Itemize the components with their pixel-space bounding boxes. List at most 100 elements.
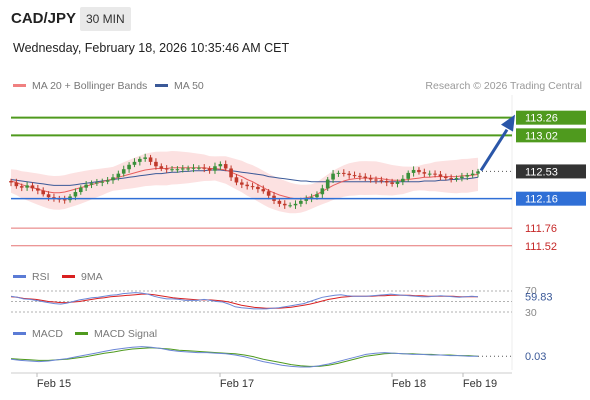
candle-body: [465, 175, 470, 177]
macd-signal-swatch: [75, 331, 88, 335]
rsi-line: [10, 292, 479, 310]
candle-body: [374, 179, 378, 181]
candle-body: [433, 173, 437, 175]
candle-body: [427, 173, 432, 175]
candle-body: [277, 200, 282, 204]
rsi-level-70: 70: [525, 285, 537, 297]
candle-body: [202, 167, 207, 169]
legend-ma20-label: MA 20 + Bollinger Bands: [32, 80, 148, 92]
candle-body: [84, 184, 88, 188]
symbol-label: CAD/JPY: [11, 10, 77, 27]
macd-current-value: 0.03: [525, 351, 546, 363]
candle-body: [443, 176, 448, 179]
candle-body: [234, 177, 239, 183]
candle-body: [384, 181, 389, 183]
candle-body: [438, 174, 443, 177]
last-price-box: [516, 164, 586, 179]
candle-body: [223, 164, 228, 169]
legend-rsi-ma-label: 9MA: [81, 271, 103, 283]
candle-body: [175, 169, 180, 171]
candle-body: [127, 164, 131, 170]
candle-body: [240, 182, 244, 185]
chart-header: CAD/JPY 30 MIN: [0, 0, 590, 36]
candle-body: [143, 157, 147, 159]
rsi-level-30: 30: [525, 307, 537, 319]
legend-macd-label: MACD: [32, 328, 63, 340]
candle-body: [89, 183, 94, 185]
legend-macd-signal: MACD Signal: [75, 328, 157, 340]
candle-body: [336, 172, 341, 174]
candle-body: [454, 178, 459, 180]
candle-body: [352, 175, 357, 177]
candle-body: [315, 194, 319, 198]
candle-body: [46, 194, 51, 198]
candle-body: [191, 167, 196, 169]
copyright: Research © 2026 Trading Central: [425, 80, 582, 92]
candle-body: [62, 199, 67, 201]
candle-body: [19, 186, 24, 188]
candle-body: [411, 169, 416, 173]
candle-body: [159, 166, 164, 169]
candle-body: [25, 185, 29, 188]
candle-body: [78, 187, 83, 193]
rsi-swatch: [13, 274, 26, 278]
level-label-box-112.16: [516, 191, 586, 206]
candle-body: [30, 185, 35, 189]
candle-body: [148, 157, 153, 162]
x-tick-label: Feb 17: [220, 378, 254, 390]
rsi-ma-swatch: [62, 274, 75, 278]
candle-body: [390, 182, 394, 184]
candle-body: [121, 169, 126, 174]
candle-body: [245, 184, 249, 187]
macd-line: [10, 346, 478, 368]
projection-arrow-shaft: [479, 128, 509, 172]
legend-ma20: MA 20 + Bollinger Bands: [13, 80, 147, 92]
candle-body: [368, 178, 373, 180]
last-price-label: 112.53: [525, 166, 558, 178]
candle-body: [293, 203, 298, 206]
candle-body: [288, 205, 292, 207]
candle-body: [14, 182, 19, 187]
timestamp: Wednesday, February 18, 2026 10:35:46 AM…: [13, 41, 290, 55]
candle-body: [395, 181, 400, 184]
candle-body: [197, 167, 201, 169]
candle-body: [111, 177, 115, 181]
candle-body: [261, 189, 266, 192]
timeframe-button[interactable]: 30 MIN: [80, 7, 131, 31]
candle-body: [347, 173, 351, 176]
candle-body: [422, 172, 427, 174]
candle-body: [105, 180, 110, 182]
level-label-112.16: 112.16: [525, 194, 558, 206]
level-label-box-113.02: [516, 128, 586, 143]
candle-body: [229, 168, 233, 178]
candle-body: [154, 161, 158, 167]
candle-body: [213, 166, 217, 171]
ma20-line: [10, 167, 479, 200]
candle-body: [401, 178, 405, 182]
candle-body: [36, 188, 40, 191]
legend-rsi-label: RSI: [32, 271, 50, 283]
candle-body: [73, 192, 78, 197]
projection-arrow-head: [501, 114, 515, 132]
candle-body: [325, 179, 330, 189]
candle-body: [266, 191, 271, 196]
candle-body: [138, 158, 142, 162]
candle-body: [470, 173, 475, 176]
level-label-113.26: 113.26: [525, 113, 558, 125]
candle-body: [186, 168, 190, 170]
candle-body: [417, 169, 421, 173]
candle-body: [41, 190, 46, 195]
ma50-swatch: [155, 83, 168, 87]
level-label-111.76: 111.76: [525, 223, 557, 235]
x-tick-label: Feb 19: [463, 378, 497, 390]
rsi-current-value: 59.83: [525, 291, 553, 303]
candle-body: [100, 181, 105, 183]
legend-rsi: RSI: [13, 271, 50, 283]
candle-body: [460, 176, 464, 179]
candle-body: [331, 173, 335, 180]
candle-body: [342, 172, 346, 174]
candle-body: [449, 178, 453, 180]
candle-body: [95, 182, 99, 184]
legend-ma50: MA 50: [155, 80, 204, 92]
